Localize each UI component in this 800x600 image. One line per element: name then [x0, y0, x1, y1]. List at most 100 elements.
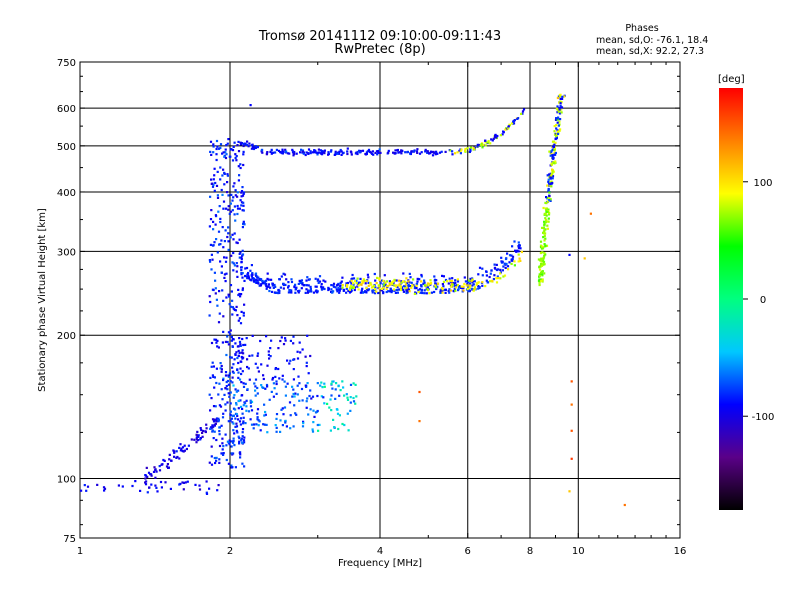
data-point: [211, 361, 214, 364]
data-point: [215, 438, 218, 442]
data-point: [236, 265, 239, 268]
data-point: [551, 175, 555, 178]
data-point: [513, 264, 516, 267]
data-point: [459, 152, 462, 155]
data-point: [398, 282, 401, 285]
data-point: [346, 281, 350, 285]
data-point: [212, 228, 215, 231]
data-point: [210, 341, 214, 345]
data-point: [226, 142, 229, 145]
data-point: [382, 292, 385, 295]
data-point: [313, 151, 316, 154]
data-point: [213, 386, 216, 389]
data-point: [352, 285, 355, 288]
data-point: [305, 365, 308, 368]
data-point: [367, 149, 370, 153]
data-point: [539, 244, 543, 247]
data-point: [224, 433, 227, 436]
data-point: [549, 154, 552, 157]
data-point: [219, 243, 222, 246]
y-tick-label: 200: [57, 331, 76, 342]
data-point: [131, 484, 134, 488]
data-point: [224, 207, 228, 210]
data-point: [275, 417, 278, 420]
data-point: [409, 285, 412, 288]
data-point: [176, 455, 179, 459]
data-point: [418, 288, 421, 291]
data-point: [294, 412, 297, 415]
data-point: [267, 350, 270, 353]
data-point: [217, 321, 221, 324]
data-point: [214, 287, 217, 290]
data-point: [489, 142, 492, 145]
data-point: [292, 378, 295, 381]
data-point: [459, 150, 462, 153]
data-point: [242, 220, 245, 223]
data-point: [218, 444, 222, 448]
data-point: [556, 111, 559, 114]
data-point: [235, 155, 238, 158]
stats-line-x: mean, sd,X: 92.2, 27.3: [596, 46, 704, 57]
data-point: [318, 423, 321, 426]
data-point: [256, 416, 259, 419]
data-point: [293, 404, 296, 407]
data-point: [393, 279, 396, 282]
data-point: [241, 186, 244, 189]
data-point: [218, 205, 221, 208]
data-point: [261, 148, 264, 151]
data-point: [458, 285, 461, 288]
data-point: [312, 291, 316, 294]
data-point: [210, 182, 213, 185]
data-point: [356, 152, 359, 156]
data-point: [232, 269, 235, 272]
x-axis-label: Frequency [MHz]: [338, 558, 422, 569]
data-point: [496, 275, 499, 278]
data-point: [247, 274, 250, 277]
data-point: [378, 287, 381, 290]
data-point: [553, 130, 556, 133]
data-point: [262, 374, 265, 377]
data-point: [181, 446, 185, 449]
data-point: [540, 264, 544, 267]
data-point: [559, 128, 562, 131]
data-point: [213, 241, 216, 244]
data-point: [287, 291, 290, 294]
data-point: [245, 409, 248, 412]
data-point: [252, 427, 255, 430]
data-point: [215, 459, 218, 462]
data-point: [267, 278, 270, 281]
data-point: [241, 441, 244, 445]
data-point: [150, 483, 153, 486]
data-point: [402, 290, 405, 293]
data-point: [416, 277, 419, 280]
data-point: [221, 442, 224, 445]
data-point: [332, 285, 335, 288]
data-point: [182, 450, 185, 453]
data-point: [211, 258, 214, 261]
data-point: [322, 279, 325, 282]
data-point: [541, 251, 544, 254]
data-point: [250, 423, 254, 426]
data-point: [247, 145, 250, 148]
data-point: [323, 287, 326, 291]
data-point: [244, 343, 247, 346]
data-point: [295, 413, 298, 416]
data-point: [400, 286, 404, 289]
data-point: [309, 389, 312, 392]
data-point: [557, 124, 560, 127]
data-point: [230, 339, 233, 342]
data-point: [216, 339, 219, 342]
data-point: [249, 401, 252, 404]
data-point: [556, 118, 559, 121]
data-point: [468, 282, 471, 286]
data-point: [214, 223, 217, 226]
data-point: [262, 377, 265, 381]
data-point: [225, 380, 228, 384]
data-point: [239, 163, 242, 166]
data-point: [501, 269, 504, 272]
data-point: [330, 382, 333, 385]
data-point: [543, 239, 546, 242]
data-point: [541, 226, 544, 229]
data-point: [218, 461, 221, 464]
data-point: [361, 149, 365, 152]
